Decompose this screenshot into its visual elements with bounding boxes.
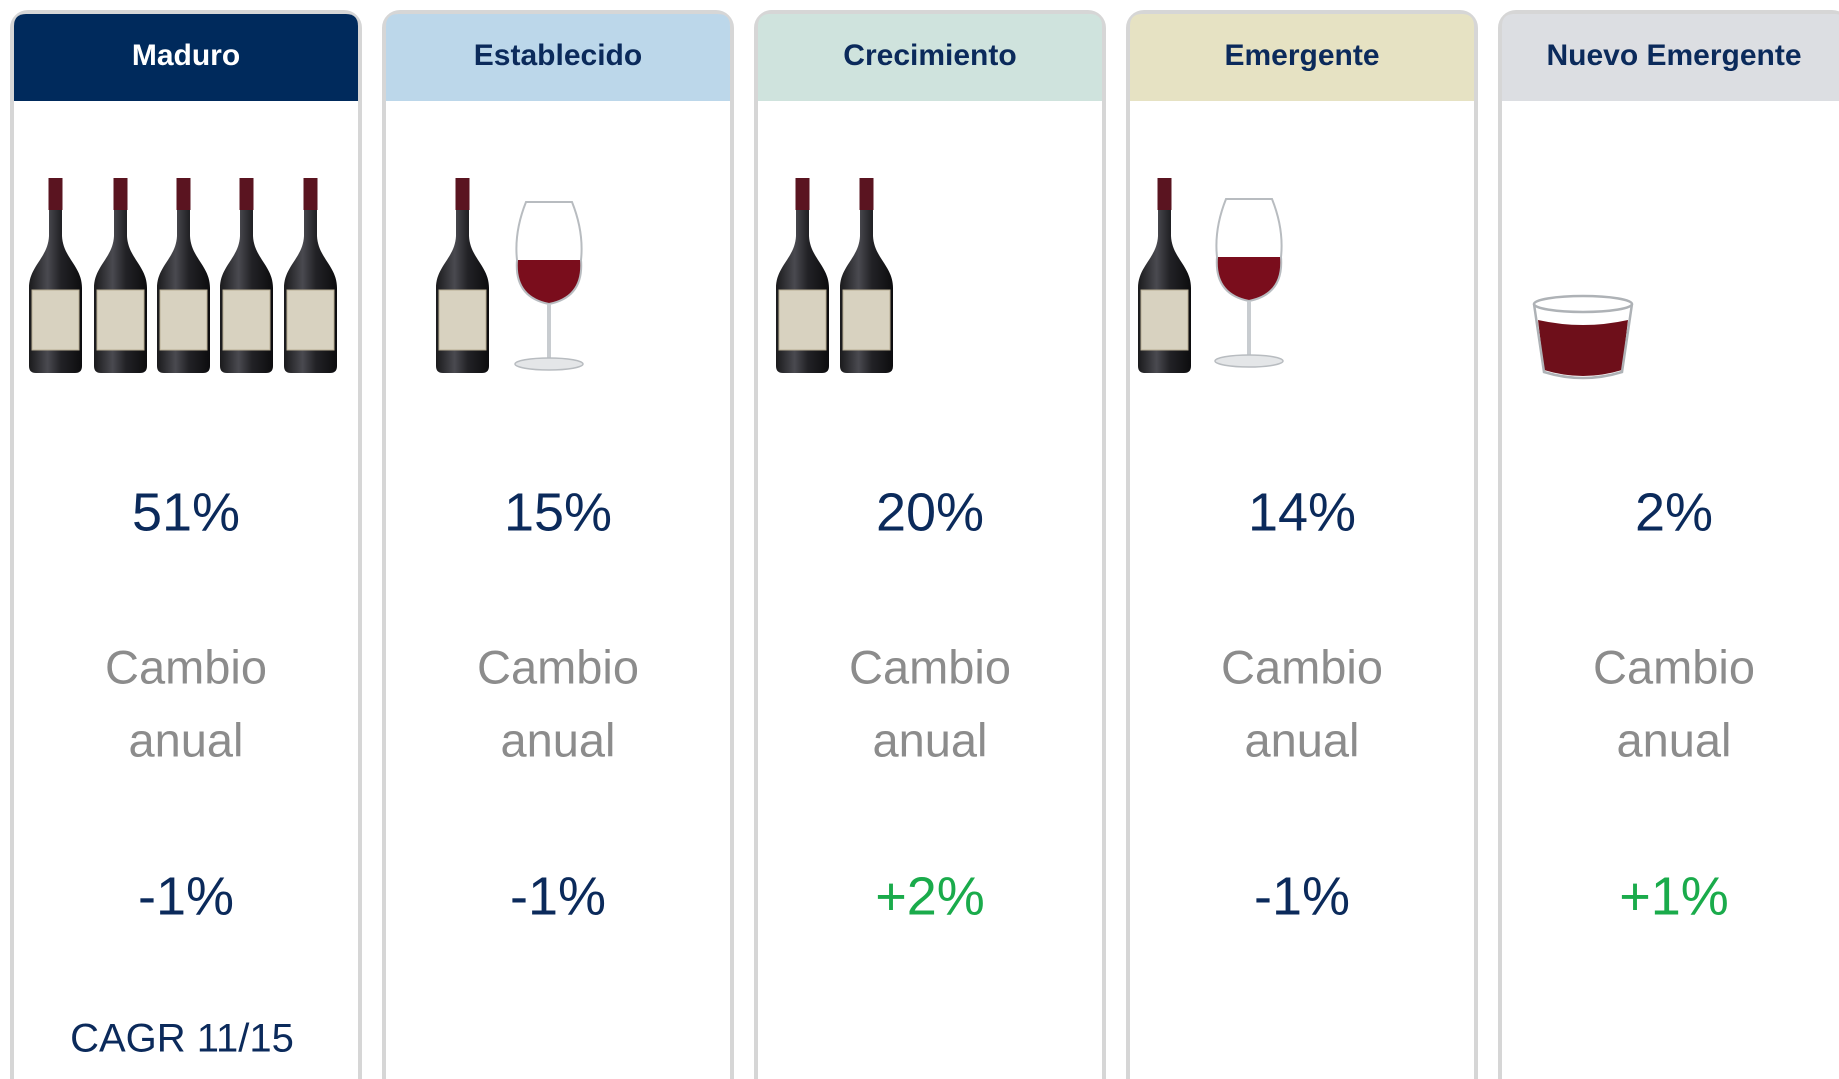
change-label: Cambio: [477, 640, 639, 693]
column-title: Crecimiento: [843, 39, 1016, 72]
bottle-label: [159, 289, 208, 351]
bottle-label: [286, 289, 335, 351]
change-value: +1%: [1619, 866, 1729, 926]
bottle-capsule: [176, 178, 191, 210]
bottle-label: [778, 289, 827, 351]
bottle-capsule: [859, 178, 874, 210]
wine-bottle-icon: [840, 178, 893, 373]
column-card: [1498, 10, 1839, 1079]
column-header: [1130, 14, 1474, 101]
bottle-capsule: [455, 178, 470, 210]
bottle-label: [31, 289, 80, 351]
share-value: 2%: [1635, 482, 1713, 542]
wine-glass-icon: [1214, 198, 1284, 368]
wine-bottle-icon: [1138, 178, 1191, 373]
change-label: anual: [129, 713, 244, 766]
column-card: [1126, 10, 1478, 1079]
column-header: [14, 14, 358, 101]
glass-base: [1214, 354, 1284, 368]
glass-stem: [547, 304, 551, 360]
glass-bowl: [1215, 198, 1283, 303]
change-label: Cambio: [1593, 640, 1755, 693]
bottle-capsule: [303, 178, 318, 210]
change-label: anual: [1245, 713, 1360, 766]
wine-bottle-icon: [220, 178, 273, 373]
column-title: Emergente: [1224, 39, 1379, 72]
glass-bowl: [515, 201, 583, 306]
glass-wine: [516, 260, 582, 304]
tumbler-glass: [1532, 303, 1634, 380]
bottle-label: [222, 289, 271, 351]
bottle-capsule: [239, 178, 254, 210]
glass-stem: [1247, 301, 1251, 357]
wine-bottle-icon: [436, 178, 489, 373]
column-header: [758, 14, 1102, 101]
change-label: Cambio: [105, 640, 267, 693]
change-label: anual: [501, 713, 616, 766]
wine-glass-icon: [514, 201, 584, 371]
wine-bottle-icon: [284, 178, 337, 373]
column-header: [1502, 14, 1839, 101]
change-label: Cambio: [849, 640, 1011, 693]
tumbler-rim: [1532, 294, 1634, 314]
glass-base: [514, 357, 584, 371]
wine-bottle-icon: [29, 178, 82, 373]
glass-wine: [1216, 257, 1282, 301]
bottle-capsule: [795, 178, 810, 210]
share-value: 14%: [1248, 482, 1356, 542]
bottle-capsule: [48, 178, 63, 210]
change-label: Cambio: [1221, 640, 1383, 693]
change-value: +2%: [875, 866, 985, 926]
tumbler-icon: [1532, 294, 1634, 380]
column-header: [386, 14, 730, 101]
change-value: -1%: [1254, 866, 1350, 926]
share-value: 51%: [132, 482, 240, 542]
change-label: anual: [1617, 713, 1732, 766]
bottle-capsule: [1157, 178, 1172, 210]
column-title: Maduro: [132, 39, 240, 72]
share-value: 15%: [504, 482, 612, 542]
footnote: CAGR 11/15: [70, 1017, 294, 1061]
wine-bottle-icon: [157, 178, 210, 373]
bottle-capsule: [113, 178, 128, 210]
bottle-label: [1140, 289, 1189, 351]
tumbler-wine: [1538, 320, 1628, 376]
change-value: -1%: [138, 866, 234, 926]
bottle-label: [842, 289, 891, 351]
wine-bottle-icon: [776, 178, 829, 373]
bottle-label: [438, 289, 487, 351]
change-label: anual: [873, 713, 988, 766]
bottle-label: [96, 289, 145, 351]
wine-bottle-icon: [94, 178, 147, 373]
column-title: Establecido: [474, 39, 642, 72]
share-value: 20%: [876, 482, 984, 542]
change-value: -1%: [510, 866, 606, 926]
column-title: Nuevo Emergente: [1546, 39, 1801, 72]
